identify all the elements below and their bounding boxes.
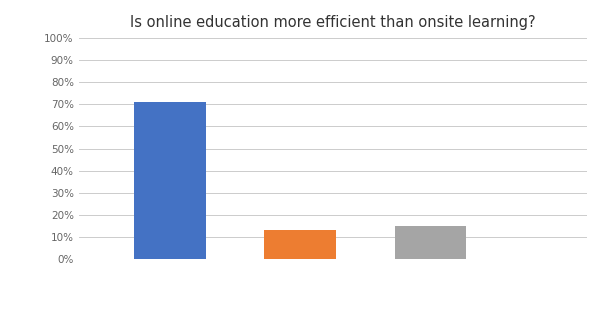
Bar [134,102,206,259]
Title: Is online education more efficient than onsite learning?: Is online education more efficient than … [130,15,535,30]
Bar [394,226,466,259]
Bar [264,230,336,259]
